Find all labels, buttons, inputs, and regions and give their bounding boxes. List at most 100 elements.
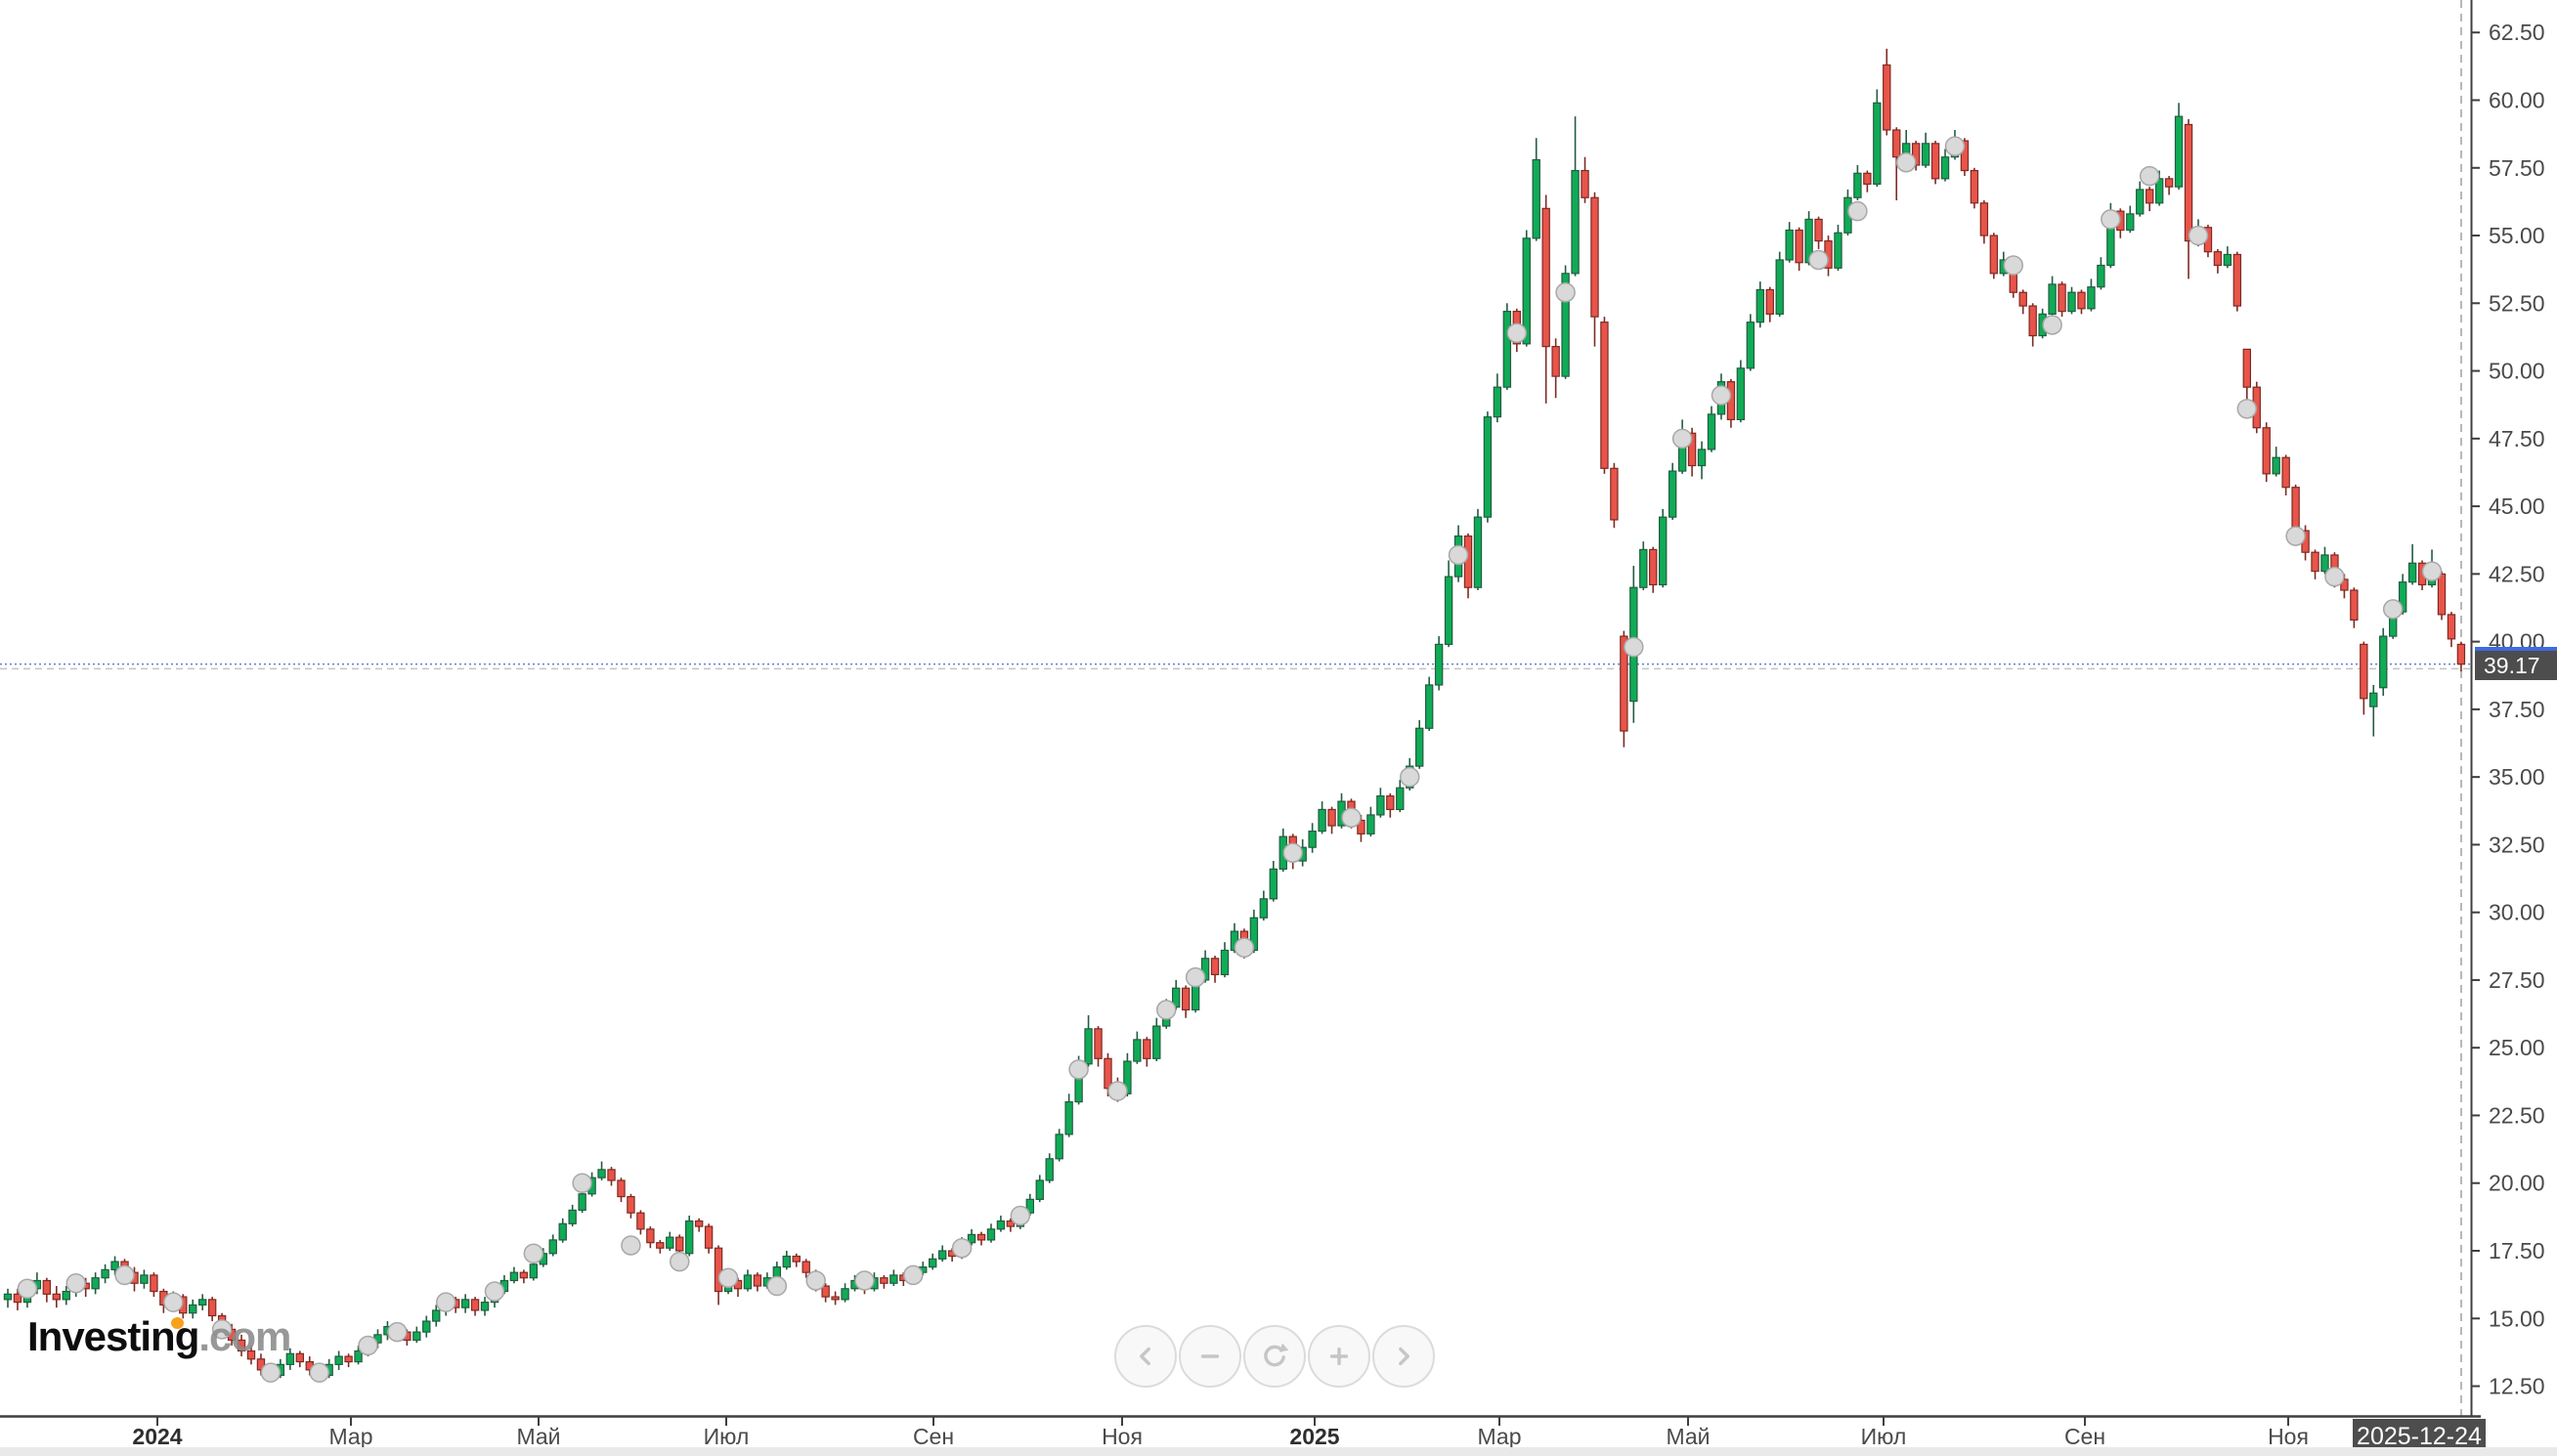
price-tick-label: 45.00 bbox=[2489, 493, 2545, 519]
candle-body bbox=[986, 1228, 996, 1241]
price-tick-label: 22.50 bbox=[2489, 1102, 2545, 1128]
pan-right-button[interactable] bbox=[1372, 1325, 1435, 1388]
candle-body bbox=[1084, 1028, 1093, 1065]
event-marker bbox=[854, 1270, 875, 1291]
candle-body bbox=[802, 1261, 810, 1273]
candle-body bbox=[1045, 1158, 1054, 1181]
time-tick-label: Май bbox=[1666, 1424, 1710, 1449]
event-marker bbox=[387, 1321, 408, 1343]
candle-body bbox=[684, 1220, 694, 1255]
candle-body bbox=[1911, 143, 1921, 166]
candle-body bbox=[1006, 1220, 1016, 1227]
event-marker bbox=[358, 1335, 378, 1356]
time-tick-label: Ноя bbox=[1102, 1424, 1143, 1449]
candle-body bbox=[617, 1179, 626, 1198]
event-marker bbox=[766, 1275, 788, 1297]
event-marker bbox=[669, 1251, 690, 1272]
candle-body bbox=[636, 1212, 645, 1230]
event-marker bbox=[951, 1237, 973, 1259]
candle-body bbox=[1940, 156, 1950, 180]
candle-body bbox=[937, 1250, 947, 1260]
candle-body bbox=[13, 1293, 22, 1304]
candle-body bbox=[607, 1169, 616, 1181]
event-marker bbox=[903, 1264, 924, 1286]
candle-body bbox=[928, 1258, 937, 1268]
candle-body bbox=[101, 1268, 109, 1279]
event-marker bbox=[1711, 385, 1732, 406]
candle-body bbox=[1434, 643, 1444, 686]
candle-body bbox=[1561, 273, 1570, 377]
candle-body bbox=[1210, 958, 1220, 975]
event-marker bbox=[1010, 1205, 1031, 1226]
candle-body bbox=[1873, 102, 1882, 185]
candle-body bbox=[1308, 830, 1317, 848]
price-tick-label: 27.50 bbox=[2489, 967, 2545, 993]
candle-body bbox=[52, 1293, 62, 1301]
candle-body bbox=[1707, 413, 1716, 450]
investing-logo: Investing.com bbox=[27, 1313, 291, 1360]
candle-body bbox=[1746, 321, 1755, 369]
reset-zoom-button[interactable] bbox=[1243, 1325, 1306, 1388]
price-tick-label: 35.00 bbox=[2489, 764, 2545, 790]
time-tick-label: 2024 bbox=[132, 1424, 182, 1449]
candle-body bbox=[1571, 169, 1580, 275]
candle-body bbox=[2320, 554, 2329, 573]
candle-body bbox=[1989, 235, 1999, 275]
candle-body bbox=[2437, 573, 2447, 616]
candle-body bbox=[529, 1263, 539, 1279]
price-tick-label: 52.50 bbox=[2489, 290, 2545, 316]
price-tick-label: 17.50 bbox=[2489, 1238, 2545, 1263]
candle-body bbox=[967, 1233, 976, 1244]
candle-body bbox=[558, 1222, 567, 1241]
event-marker bbox=[1185, 966, 1206, 988]
candle-body bbox=[2018, 291, 2027, 307]
zoom-out-button[interactable] bbox=[1179, 1325, 1241, 1388]
candle-body bbox=[1668, 470, 1677, 518]
candle-body bbox=[1249, 917, 1259, 952]
candle-body bbox=[1493, 386, 1502, 418]
pan-left-button[interactable] bbox=[1114, 1325, 1177, 1388]
candle-body bbox=[1444, 576, 1453, 645]
candle-body bbox=[1424, 684, 1434, 729]
candle-body bbox=[2369, 692, 2378, 707]
time-tick-label: Мар bbox=[1477, 1424, 1521, 1449]
event-marker bbox=[484, 1281, 505, 1302]
candle-body bbox=[198, 1299, 207, 1306]
event-marker bbox=[1399, 766, 1420, 788]
candle-body bbox=[1863, 172, 1872, 185]
event-marker bbox=[1155, 1000, 1177, 1020]
event-marker bbox=[572, 1173, 592, 1193]
candle-body bbox=[1133, 1039, 1142, 1062]
candle-body bbox=[1171, 987, 1181, 1008]
candle-body bbox=[1795, 229, 1803, 264]
candle-body bbox=[656, 1242, 665, 1249]
candle-body bbox=[976, 1233, 986, 1241]
candle-body bbox=[2145, 189, 2154, 204]
time-tick-label: Май bbox=[516, 1424, 560, 1449]
candle-body bbox=[470, 1299, 480, 1311]
candle-body bbox=[1610, 467, 1619, 521]
price-tick-label: 57.50 bbox=[2489, 155, 2545, 181]
candle-body bbox=[1200, 958, 1210, 981]
time-tick-label: Ноя bbox=[2268, 1424, 2309, 1449]
event-marker bbox=[1107, 1081, 1128, 1101]
candle-body bbox=[2311, 551, 2319, 573]
candle-body bbox=[1883, 64, 1891, 131]
event-marker bbox=[65, 1272, 86, 1294]
candle-body bbox=[675, 1236, 684, 1252]
time-tick-label: Июл bbox=[704, 1424, 750, 1449]
event-marker bbox=[1847, 200, 1868, 222]
time-tick-label: 2025 bbox=[1289, 1424, 1339, 1449]
candle-body bbox=[519, 1271, 529, 1279]
candle-body bbox=[2077, 291, 2086, 310]
candle-body bbox=[432, 1309, 441, 1322]
candle-body bbox=[1581, 169, 1589, 198]
candle-body bbox=[3, 1293, 13, 1301]
price-tick-label: 25.00 bbox=[2489, 1035, 2545, 1060]
candle-body bbox=[2213, 251, 2223, 267]
chevron-left-icon bbox=[1140, 1347, 1150, 1366]
candle-body bbox=[2350, 589, 2359, 621]
candle-body bbox=[743, 1274, 753, 1290]
zoom-in-button[interactable] bbox=[1308, 1325, 1370, 1388]
